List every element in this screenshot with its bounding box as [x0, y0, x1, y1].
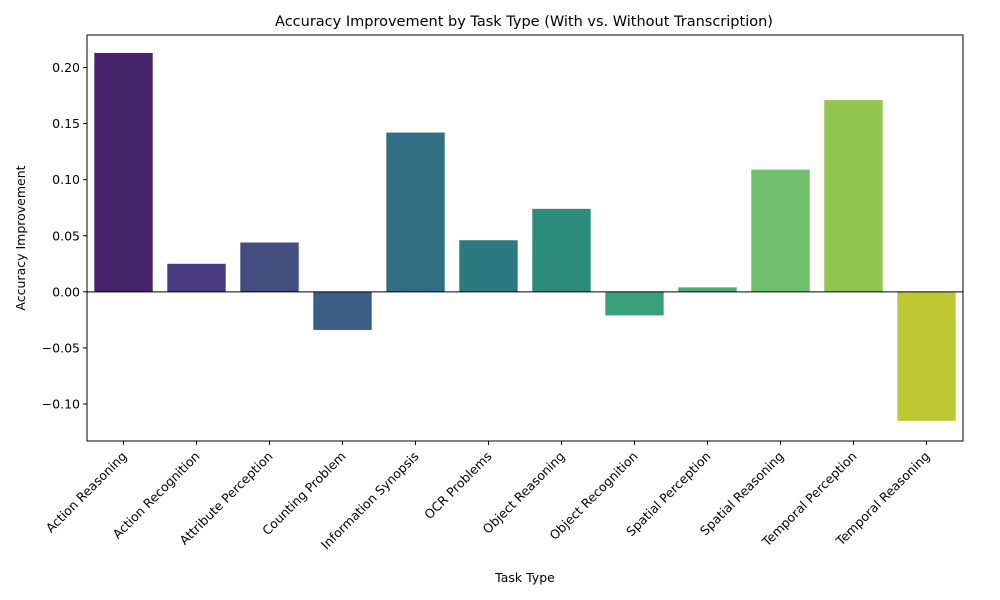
y-axis-label: Accuracy Improvement [13, 165, 28, 310]
bar-counting-problem [313, 291, 372, 330]
bar-spatial-reasoning [751, 169, 810, 292]
bar-action-recognition [167, 263, 226, 292]
y-tick-label: 0.05 [52, 228, 80, 243]
bar-attribute-perception [240, 242, 299, 292]
y-axis: −0.10 −0.05 0.00 0.05 0.10 0.15 0.20 [42, 60, 87, 411]
bar-object-reasoning [532, 208, 591, 292]
bar-temporal-reasoning [897, 291, 956, 421]
bar-ocr-problems [459, 240, 518, 292]
bar-spatial-perception [678, 287, 737, 292]
bar-action-reasoning [94, 52, 153, 292]
y-tick-label: −0.10 [42, 396, 80, 411]
bar-temporal-perception [824, 100, 883, 292]
y-tick-label: 0.15 [52, 116, 80, 131]
x-tick-label: Action Reasoning [43, 449, 130, 536]
bars-group [94, 52, 956, 421]
x-tick-label: OCR Problems [421, 449, 494, 522]
plot-frame [86, 34, 964, 442]
x-axis-label: Task Type [494, 570, 555, 585]
bar-object-recognition [605, 291, 664, 316]
y-tick-label: −0.05 [42, 340, 80, 355]
y-tick-label: 0.00 [52, 284, 80, 299]
y-tick-label: 0.10 [52, 172, 80, 187]
bar-information-synopsis [386, 132, 445, 292]
y-tick-label: 0.20 [52, 60, 80, 75]
chart-title: Accuracy Improvement by Task Type (With … [275, 14, 773, 30]
